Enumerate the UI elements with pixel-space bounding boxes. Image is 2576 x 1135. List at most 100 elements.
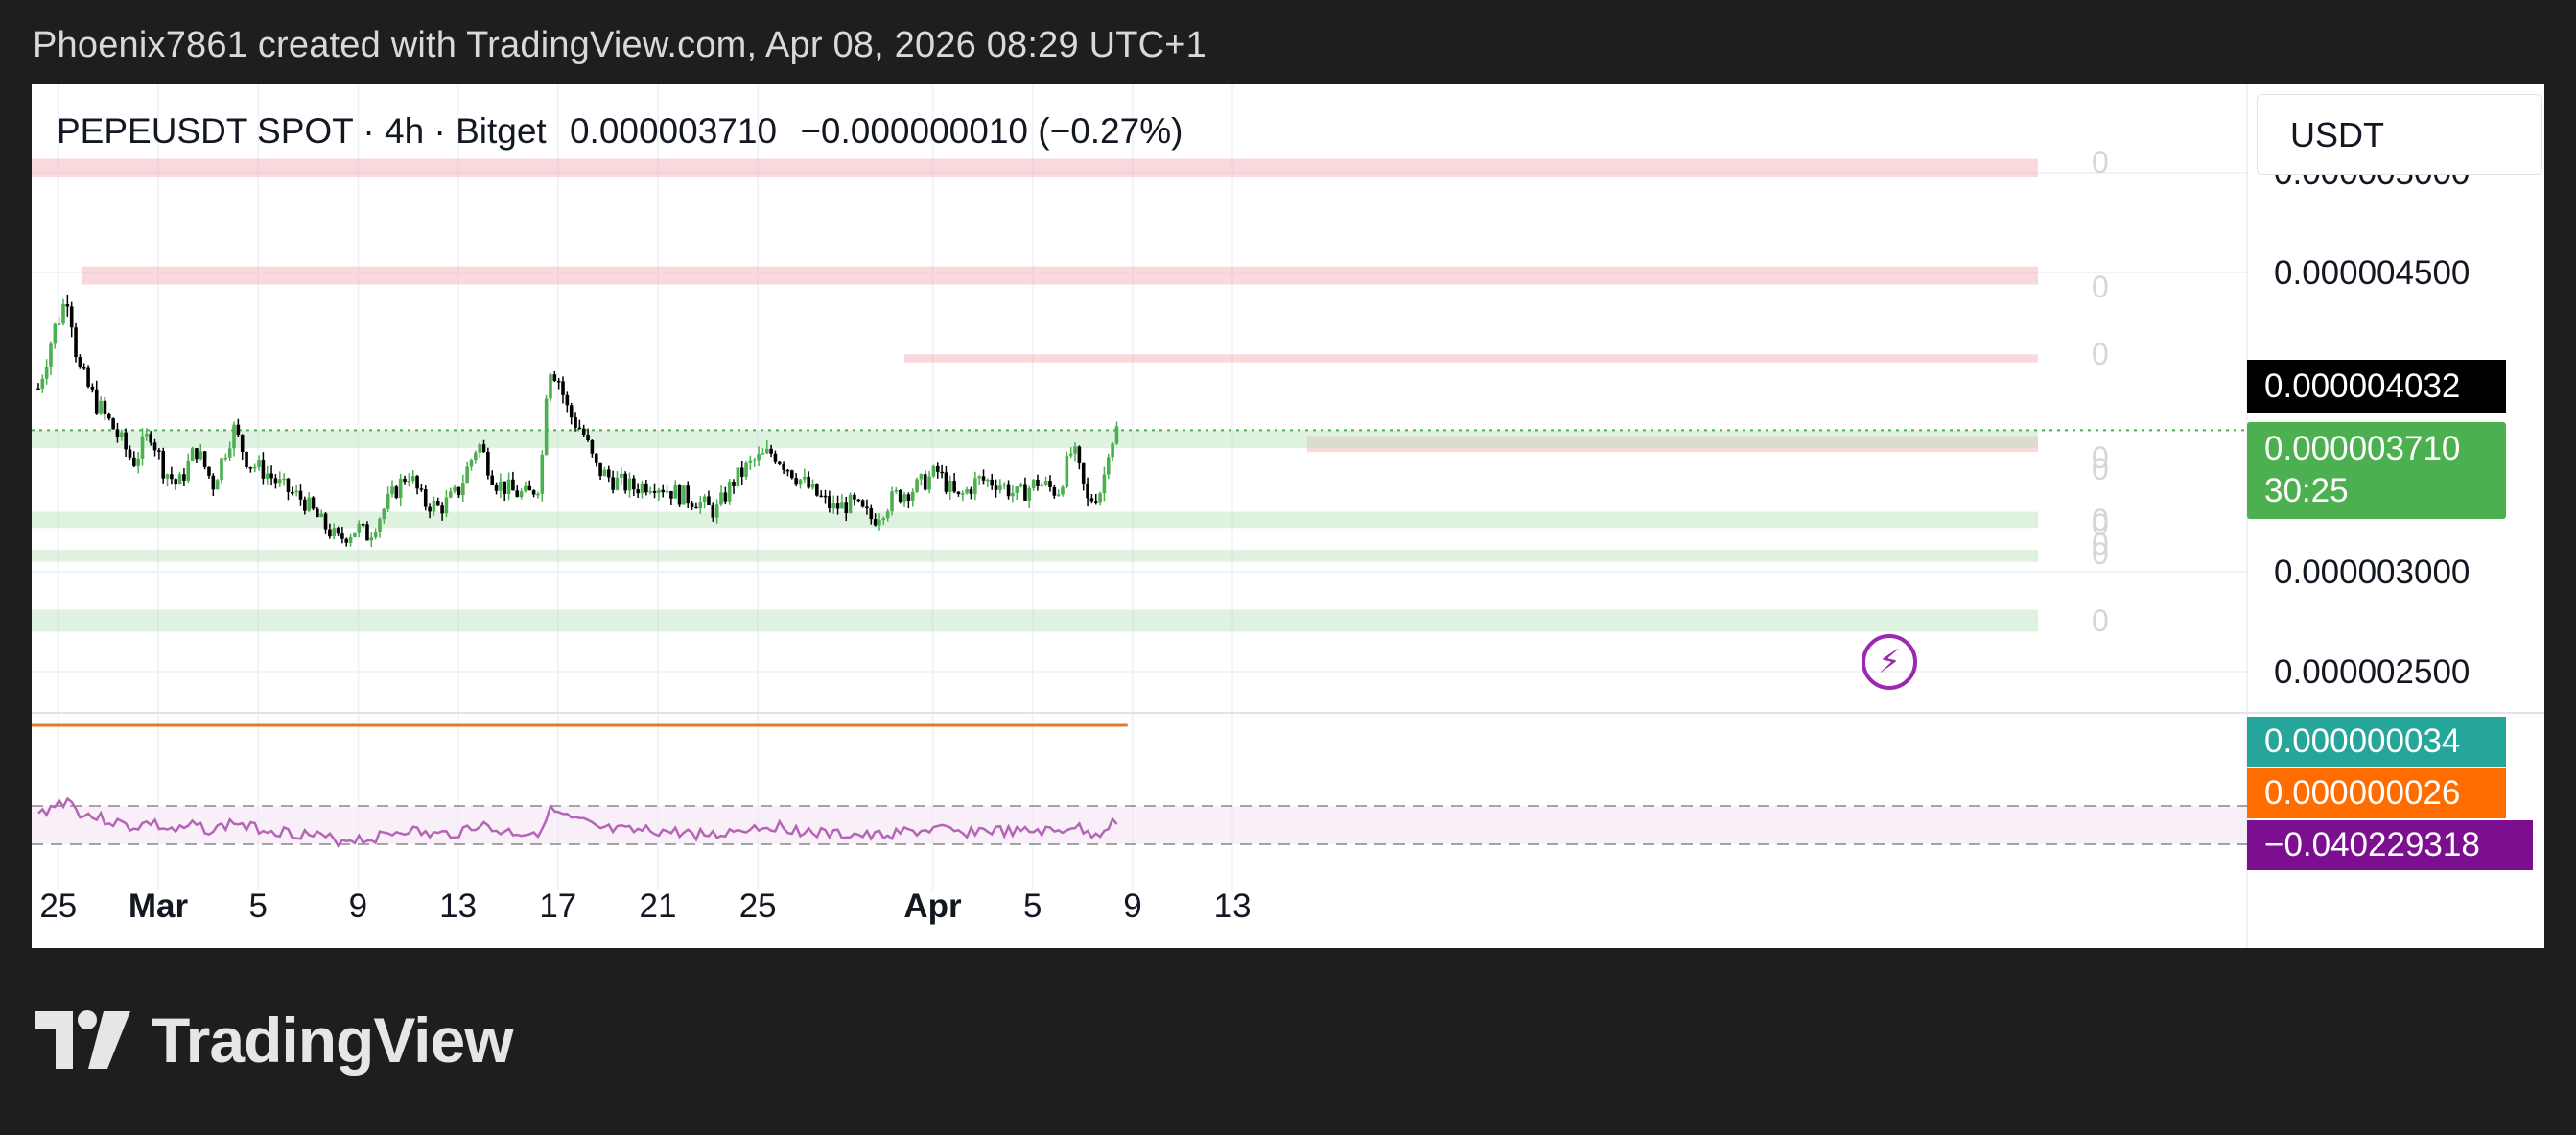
candle-body: [199, 451, 203, 460]
candle-body: [782, 463, 785, 470]
candle-body: [503, 481, 507, 494]
candle-body: [860, 500, 865, 507]
candle-body: [1011, 492, 1015, 497]
candle-body: [428, 506, 432, 512]
candle-body: [423, 489, 428, 507]
candle-body: [57, 323, 61, 325]
candle-body: [727, 482, 732, 502]
candle-body: [353, 532, 357, 537]
zone-label: 0: [2092, 452, 2109, 486]
candles: [36, 294, 1119, 548]
candle-body: [1068, 453, 1073, 456]
candle-body: [94, 389, 99, 414]
x-tick-label: 9: [1123, 887, 1141, 925]
candle-body: [332, 528, 337, 537]
candle-body: [898, 490, 902, 502]
candle-body: [606, 469, 611, 478]
candle-body: [307, 497, 311, 511]
candle-body: [186, 461, 191, 481]
x-tick-label: Mar: [129, 887, 189, 925]
candle-body: [865, 506, 869, 508]
candle-body: [853, 494, 856, 500]
candle-body: [561, 381, 565, 395]
symbol-name[interactable]: PEPEUSDT SPOT: [57, 111, 354, 151]
last-price-tag-value: 0.000003710: [2264, 430, 2461, 467]
candle-body: [69, 306, 74, 328]
candle-body: [598, 462, 602, 477]
candle-body: [365, 524, 369, 541]
candle-body: [611, 477, 615, 490]
candle-body: [298, 490, 303, 500]
rsi-band: [32, 806, 2247, 844]
candle-body: [461, 483, 465, 496]
candle-body: [848, 494, 853, 514]
lightning-icon[interactable]: ⚡: [1862, 634, 1917, 690]
candle-body: [273, 478, 278, 484]
candle-body: [265, 473, 269, 479]
candle-body: [398, 478, 403, 499]
support-zone: [32, 550, 2038, 562]
candle-body: [835, 503, 840, 509]
y-tick-label: 0.000003000: [2274, 554, 2470, 591]
candle-body: [1098, 493, 1102, 503]
candle-body: [1102, 474, 1107, 494]
candle-body: [252, 466, 257, 469]
resistance-zone: [1307, 436, 2038, 453]
candle-body: [106, 413, 111, 419]
candle-body: [373, 532, 378, 538]
candle-body: [1106, 457, 1111, 475]
x-tick-label: 9: [349, 887, 367, 925]
candle-body: [386, 494, 390, 509]
candle-body: [769, 448, 773, 454]
indicator-pane: [32, 723, 2247, 848]
candle-body: [490, 475, 495, 485]
candle-body: [40, 378, 45, 389]
candle-body: [232, 424, 236, 449]
candle-body: [177, 474, 182, 485]
candle-body: [157, 450, 161, 452]
candle-body: [881, 518, 886, 521]
candle-body: [577, 427, 582, 430]
sep-2: ·: [424, 111, 457, 151]
candle-body: [277, 479, 282, 484]
candle-body: [569, 405, 574, 418]
y-tick-label: 0.000002500: [2274, 653, 2470, 691]
candle-body: [707, 496, 711, 506]
candle-body: [973, 478, 977, 494]
candle-body: [878, 520, 881, 526]
candle-body: [86, 367, 90, 387]
candle-body: [1111, 443, 1114, 458]
brand-name: TradingView: [152, 1005, 514, 1076]
candle-body: [856, 499, 861, 502]
candle-body: [690, 503, 694, 507]
candle-body: [732, 482, 736, 486]
candle-body: [419, 488, 424, 490]
candle-body: [211, 475, 216, 490]
support-zone: [32, 511, 2038, 529]
currency-selector[interactable]: USDT: [2257, 94, 2542, 175]
interval[interactable]: 4h: [385, 111, 425, 151]
candle-body: [906, 494, 911, 501]
candle-body: [119, 432, 124, 437]
candle-body: [1002, 484, 1007, 486]
candle-body: [524, 485, 527, 492]
candle-body: [99, 400, 103, 414]
x-tick-label: 21: [640, 887, 677, 925]
candle-body: [890, 491, 894, 512]
candle-body: [823, 495, 828, 498]
x-tick-label: Apr: [903, 887, 962, 925]
candle-body: [511, 479, 515, 491]
candle-body: [739, 467, 744, 477]
support-zone: [32, 430, 2038, 449]
candle-body: [390, 486, 394, 495]
indicator-purple-tag: −0.040229318: [2247, 820, 2533, 870]
zone-label: 0: [2092, 337, 2109, 371]
candle-body: [311, 497, 316, 509]
candle-body: [136, 458, 140, 466]
candle-body: [556, 380, 561, 383]
rsi-line: [37, 796, 1118, 848]
candle-body: [103, 400, 107, 414]
resistance-zone: [32, 158, 2038, 177]
